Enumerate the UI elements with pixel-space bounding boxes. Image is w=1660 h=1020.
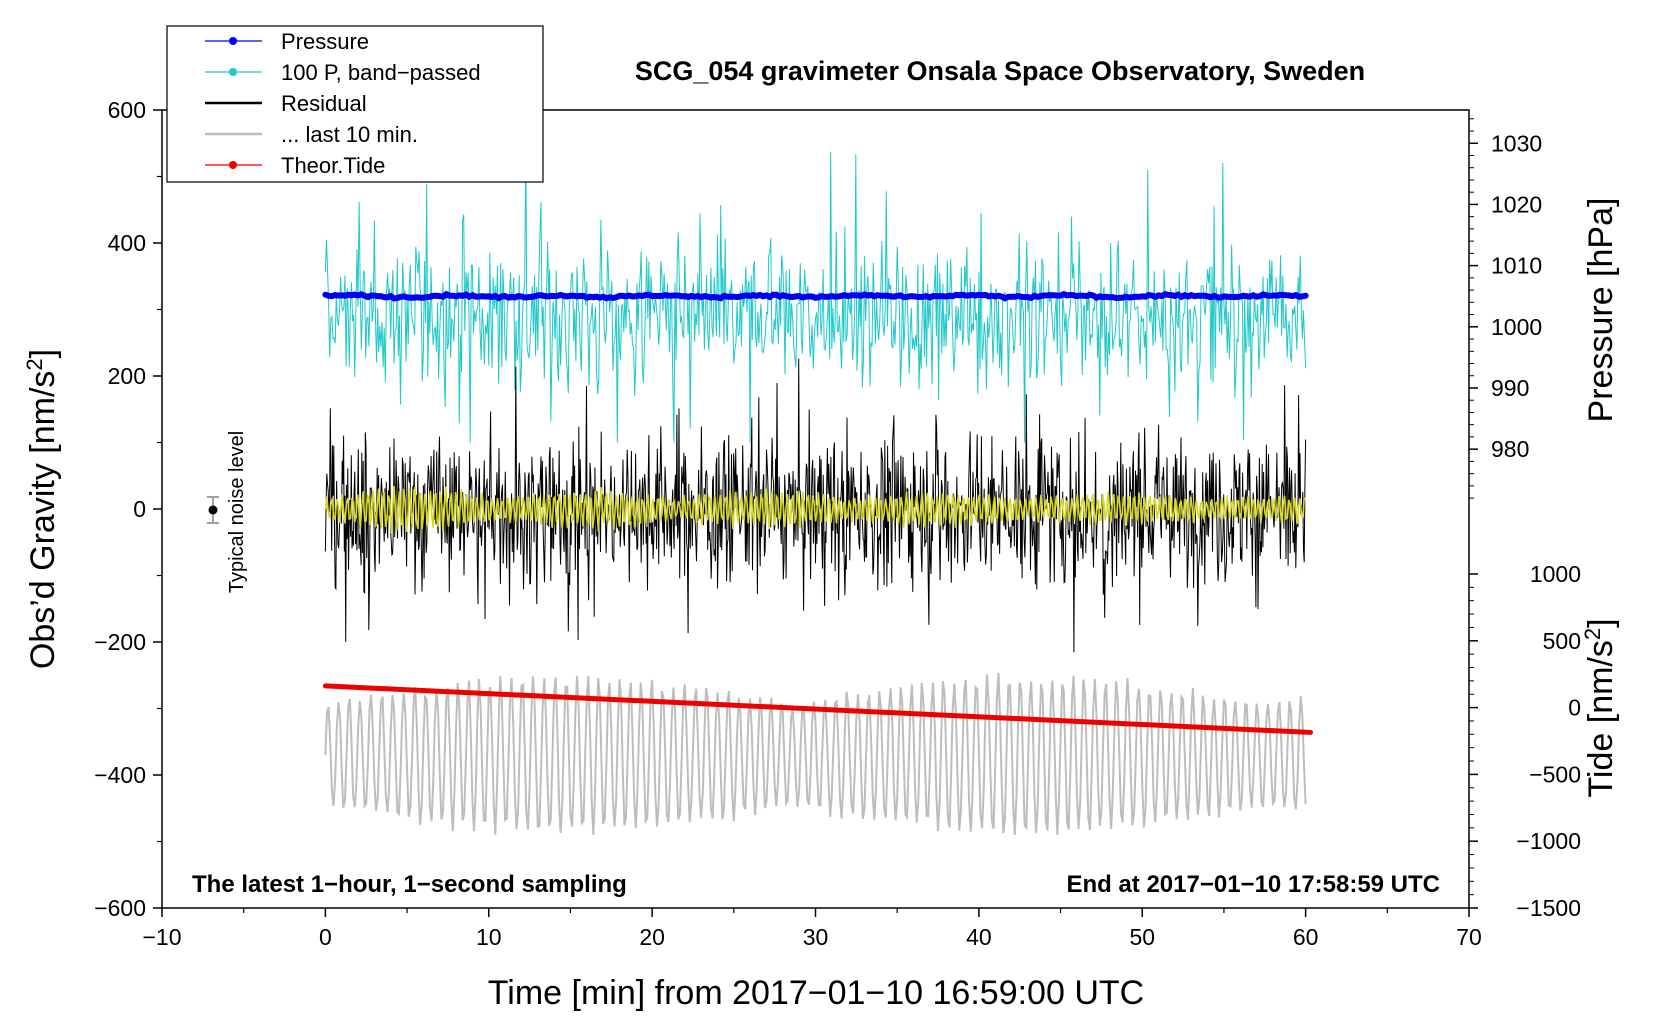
x-tick-label: 30 [803, 924, 829, 950]
series-pressure-bandpassed [324, 136, 1307, 443]
series-pressure [322, 290, 1309, 302]
y-tick-label: 600 [108, 97, 146, 123]
annotation-end-time: End at 2017−01−10 17:58:59 UTC [1066, 871, 1440, 898]
tide-axis-label: Tide [nm/s2] [1580, 618, 1621, 797]
y-tick-label: 0 [133, 496, 146, 522]
y-axis-pressure: 1030 1020 1010 1000 990 980 [1469, 118, 1542, 499]
legend-swatch-marker [229, 68, 237, 76]
annotation-sampling: The latest 1−hour, 1−second sampling [192, 871, 627, 898]
tide-tick-label: −500 [1529, 761, 1581, 787]
x-tick-label: 20 [639, 924, 665, 950]
pressure-tick-label: 980 [1491, 436, 1529, 462]
legend-label: Residual [281, 91, 367, 116]
legend-label: ... last 10 min. [281, 122, 418, 147]
x-tick-label: 0 [319, 924, 332, 950]
tide-axis-label-close: ] [1582, 618, 1620, 627]
y-tick-label: 200 [108, 363, 146, 389]
noise-errorbar [207, 496, 219, 524]
legend-label: 100 P, band−passed [281, 60, 481, 85]
annotation-noise: Typical noise level [226, 431, 248, 593]
y-tick-label: −600 [94, 895, 146, 921]
x-tick-label: −10 [142, 924, 181, 950]
x-tick-label: 10 [476, 924, 502, 950]
y-tick-label: −400 [94, 762, 146, 788]
tide-tick-label: 0 [1568, 695, 1581, 721]
pressure-tick-label: 990 [1491, 375, 1529, 401]
tide-tick-label: 500 [1543, 628, 1581, 654]
x-tick-label: 40 [966, 924, 992, 950]
x-tick-label: 50 [1129, 924, 1155, 950]
y-tick-label: −200 [94, 629, 146, 655]
series-residual-smoothed [324, 485, 1307, 534]
y-axis-label-text: Obs’d Gravity [nm/s [24, 371, 62, 670]
x-axis: −10 0 10 20 30 40 50 60 70 [142, 908, 1482, 950]
chart-title: SCG_054 gravimeter Onsala Space Observat… [635, 56, 1365, 86]
y-axis-label: Obs’d Gravity [nm/s2] [22, 349, 63, 669]
legend: Pressure 100 P, band−passed Residual ... la… [166, 25, 544, 183]
series-theor-tide [322, 683, 1314, 735]
noise-errorbar-point [208, 505, 218, 515]
tide-tick-label: −1000 [1516, 828, 1581, 854]
series-layer [322, 136, 1314, 836]
tide-tick-label: −1500 [1516, 895, 1581, 921]
pressure-tick-label: 1010 [1491, 253, 1542, 279]
y-axis-left: 600 400 200 0 −200 −400 −600 [94, 97, 162, 921]
y-axis-label-close: ] [24, 349, 62, 358]
tide-tick-label: 1000 [1530, 561, 1581, 587]
x-tick-label: 60 [1293, 924, 1319, 950]
y-axis-tide: 1000 500 0 −500 −1000 −1500 [1469, 561, 1581, 921]
pressure-tick-label: 1020 [1491, 191, 1542, 217]
tide-axis-label-sup: 2 [1580, 628, 1605, 640]
pressure-axis-label: Pressure [hPa] [1582, 198, 1620, 423]
pressure-tick-label: 1030 [1491, 130, 1542, 156]
legend-swatch-marker [229, 37, 237, 45]
legend-label: Theor.Tide [281, 153, 385, 178]
legend-label: Pressure [281, 29, 369, 54]
tide-axis-label-text: Tide [nm/s [1582, 640, 1620, 797]
y-tick-label: 400 [108, 230, 146, 256]
y-axis-label-sup: 2 [22, 358, 47, 370]
series-last-10-min [324, 672, 1307, 836]
x-axis-label: Time [min] from 2017−01−10 16:59:00 UTC [488, 974, 1144, 1012]
pressure-tick-label: 1000 [1491, 314, 1542, 340]
legend-swatch-marker [229, 161, 237, 169]
x-tick-label: 70 [1456, 924, 1482, 950]
